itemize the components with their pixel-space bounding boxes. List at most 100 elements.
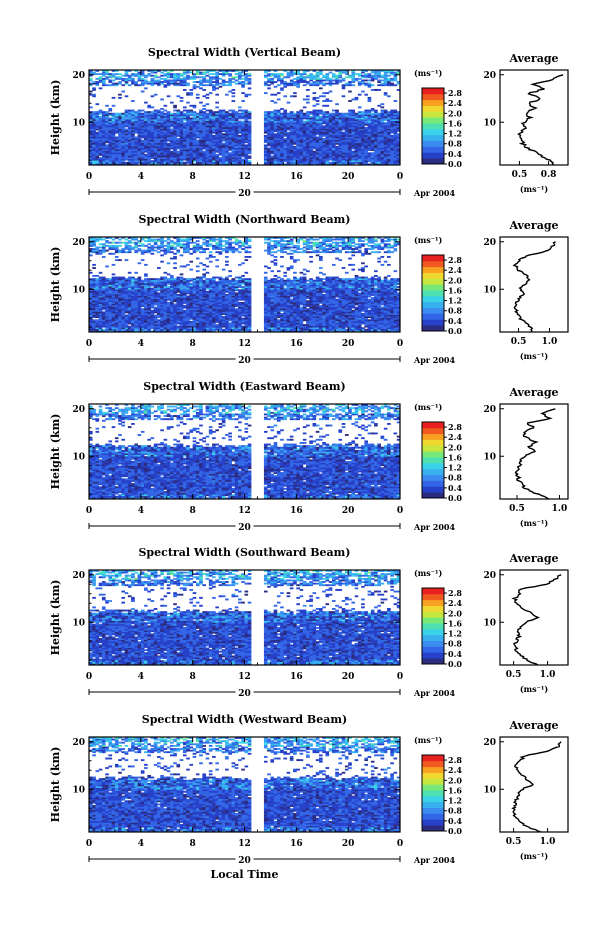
heatmap-cell	[387, 144, 391, 147]
heatmap-cell	[273, 138, 278, 140]
heatmap-cell	[169, 161, 174, 164]
heatmap-cell	[357, 158, 362, 161]
heatmap-cell	[247, 141, 252, 144]
heatmap-cell	[335, 158, 339, 161]
heatmap-cell	[351, 147, 356, 150]
heatmap-cell	[273, 142, 278, 145]
heatmap-cell	[208, 147, 213, 150]
heatmap-cell	[163, 104, 168, 107]
heatmap-cell	[273, 147, 278, 150]
heatmap-cell	[124, 139, 129, 142]
heatmap-cell	[101, 158, 106, 161]
heatmap-cell	[315, 103, 320, 106]
heatmap-cell	[328, 158, 333, 161]
heatmap-cell	[231, 155, 236, 158]
heatmap-cell	[195, 134, 200, 137]
heatmap-cell	[111, 161, 116, 164]
heatmap-cell	[205, 158, 210, 161]
heatmap-cell	[338, 157, 343, 159]
heatmap-cell	[380, 79, 385, 82]
heatmap-cell	[163, 150, 168, 153]
heatmap-cell	[153, 134, 158, 137]
heatmap-cell	[319, 77, 323, 80]
heatmap-cell	[101, 147, 106, 150]
heatmap-cell	[377, 89, 381, 91]
heatmap-cell	[328, 149, 333, 152]
heatmap-cell	[364, 139, 368, 142]
heatmap-cell	[341, 141, 346, 144]
heatmap-cell	[215, 111, 219, 114]
heatmap-cell	[114, 76, 119, 79]
heatmap-cell	[283, 109, 288, 112]
heatmap-cell	[306, 161, 310, 164]
heatmap-cell	[374, 136, 378, 139]
heatmap-cell	[134, 155, 138, 158]
heatmap-cell	[276, 163, 281, 166]
heatmap-cell	[218, 158, 223, 161]
heatmap-cell	[202, 84, 207, 87]
colorbar-unit: (ms⁻¹)	[414, 68, 442, 78]
heatmap-cell	[276, 152, 281, 155]
heatmap-cells	[89, 237, 401, 333]
heatmap-cell	[377, 153, 381, 156]
heatmap-cell	[270, 138, 275, 140]
heatmap-cell	[312, 92, 317, 95]
heatmap-cell	[367, 146, 372, 148]
heatmap-cell	[192, 144, 197, 147]
heatmap-cell	[348, 139, 352, 142]
heatmap-cell	[144, 160, 148, 163]
heatmap-cell	[367, 138, 372, 140]
heatmap-cell	[231, 149, 236, 152]
heatmap-cell	[383, 152, 388, 155]
heatmap-cell	[344, 158, 349, 161]
heatmap-cell	[306, 155, 310, 158]
heatmap-cell	[101, 136, 106, 139]
heatmap-cell	[367, 163, 372, 166]
heatmap-cell	[234, 111, 239, 114]
heatmap-cell	[234, 163, 239, 166]
heatmap-cell	[293, 153, 297, 156]
heatmap-cell	[331, 73, 336, 76]
heatmap-cell	[238, 153, 242, 156]
heatmap-cell	[325, 160, 330, 163]
heatmap-cell	[225, 163, 229, 166]
heatmap-cell	[163, 142, 168, 145]
heatmap-cell	[344, 144, 349, 147]
heatmap-cell	[205, 74, 210, 77]
heatmap-cell	[176, 155, 181, 158]
heatmap-cell	[234, 150, 239, 153]
heatmap-cell	[273, 101, 278, 104]
heatmap-cell	[357, 106, 362, 109]
heatmap-cell	[351, 158, 356, 161]
heatmap-cell	[267, 149, 271, 152]
heatmap-cell	[127, 134, 132, 137]
heatmap-cell	[195, 155, 200, 158]
heatmap-cell	[192, 150, 197, 153]
heatmap-cell	[212, 111, 216, 114]
heatmap-cell	[335, 149, 339, 152]
heatmap-cell	[270, 146, 275, 148]
heatmap-cell	[215, 157, 219, 159]
heatmap-cell	[370, 149, 375, 152]
heatmap-cell	[108, 133, 113, 136]
heatmap-cell	[202, 76, 207, 79]
heatmap-cell	[215, 139, 219, 142]
heatmap-cell	[390, 136, 394, 139]
heatmap-cell	[179, 152, 184, 155]
heatmap-cell	[111, 138, 116, 140]
heatmap-cell	[140, 141, 145, 144]
heatmap-cell	[390, 144, 394, 147]
heatmap-cell	[374, 150, 378, 153]
heatmap-cell	[144, 146, 148, 148]
heatmap-cell	[341, 150, 346, 153]
heatmap-cell	[192, 153, 197, 156]
heatmap-cell	[89, 144, 93, 147]
heatmap-cell	[341, 146, 346, 148]
heatmap-cell	[134, 111, 138, 114]
heatmap-cell	[247, 73, 252, 76]
heatmap-cell	[179, 141, 184, 144]
heatmap-cell	[212, 136, 216, 139]
heatmap-cell	[137, 146, 142, 148]
heatmap-cell	[302, 141, 307, 144]
heatmap-cell	[377, 142, 381, 145]
